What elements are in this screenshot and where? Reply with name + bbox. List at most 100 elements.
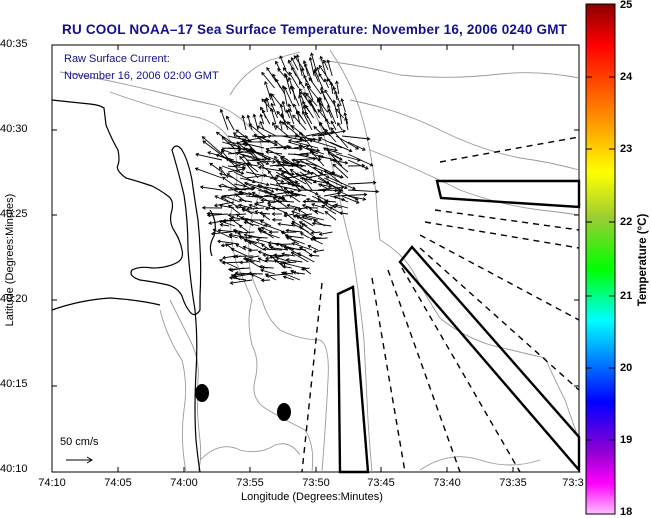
current-vector-head	[221, 176, 226, 181]
current-vector	[299, 131, 313, 149]
current-vector-head	[324, 211, 329, 215]
current-vector	[200, 186, 223, 191]
current-vector-head	[248, 203, 253, 208]
current-vector	[294, 207, 307, 210]
x-tick-label: 74:05	[104, 477, 132, 489]
current-vector	[243, 142, 265, 149]
current-vector-head	[235, 129, 240, 133]
current-vector-head	[327, 104, 331, 109]
current-vector	[305, 93, 318, 107]
current-vector-head	[268, 230, 273, 235]
current-vector-head	[337, 191, 342, 196]
current-vector-head	[305, 197, 310, 202]
current-vector-head	[281, 121, 286, 126]
current-vector-head	[255, 238, 260, 242]
current-vector-head	[272, 73, 276, 78]
current-vector	[268, 170, 289, 197]
current-vector	[220, 109, 229, 131]
current-vector-head	[261, 71, 265, 76]
current-vector-head	[280, 172, 285, 177]
current-vector	[275, 164, 295, 167]
current-vector-head	[244, 135, 249, 139]
current-vector	[243, 255, 260, 260]
current-vector-head	[299, 131, 303, 136]
current-vector-head	[199, 185, 204, 190]
current-vector	[284, 87, 294, 107]
current-vector	[247, 163, 259, 173]
current-vector-head	[260, 226, 265, 231]
radar-beams	[336, 179, 581, 474]
axis-ticks	[51, 44, 579, 473]
current-vector	[305, 131, 327, 137]
current-vector	[281, 253, 296, 257]
current-vector-head	[260, 278, 265, 283]
current-vector-head	[286, 190, 291, 195]
current-vector	[228, 204, 241, 215]
current-vector-head	[220, 243, 225, 248]
current-vector-head	[310, 171, 314, 176]
current-vector-head	[267, 170, 272, 175]
current-vector-head	[250, 219, 254, 223]
current-vector	[249, 204, 259, 209]
current-vector-head	[222, 194, 227, 199]
current-vector	[290, 86, 300, 107]
current-vector-head	[324, 128, 329, 133]
current-vector	[219, 220, 236, 227]
current-vector	[239, 156, 259, 179]
current-vector	[281, 156, 307, 173]
current-vector-head	[290, 251, 295, 256]
current-vector-head	[324, 89, 328, 94]
current-vector	[339, 212, 349, 215]
current-vector-head	[242, 245, 247, 250]
current-vector-head	[318, 183, 322, 188]
current-vector	[216, 131, 241, 149]
current-vector	[270, 103, 279, 119]
current-vector	[341, 135, 370, 140]
current-vector	[287, 121, 295, 131]
current-vector-head	[275, 174, 280, 179]
current-vector-head	[363, 192, 368, 197]
bathymetry-contours	[59, 49, 580, 473]
current-vector-head	[312, 249, 317, 254]
current-vector	[301, 223, 315, 233]
current-vector-head	[251, 150, 255, 155]
current-vector-head	[332, 86, 337, 91]
current-vector	[275, 61, 281, 71]
current-vector-head	[277, 222, 281, 227]
current-vector-head	[342, 129, 347, 134]
current-vector-head	[274, 139, 278, 144]
current-vector-head	[372, 180, 377, 185]
current-vector-head	[307, 85, 311, 90]
current-vector-head	[285, 246, 289, 250]
current-vector-head	[304, 213, 308, 218]
current-vector	[226, 116, 235, 131]
current-vector-head	[297, 94, 302, 99]
current-vector-head	[329, 81, 334, 86]
current-vector	[269, 162, 300, 167]
current-vector	[251, 149, 277, 161]
current-vector-head	[308, 207, 313, 211]
current-vector	[299, 88, 312, 107]
marker-east	[195, 384, 209, 402]
current-vector-head	[318, 232, 323, 236]
current-vector	[284, 272, 293, 275]
current-vector	[283, 211, 295, 221]
current-vector-head	[301, 110, 306, 115]
current-vector	[269, 93, 276, 107]
current-vector-head	[329, 206, 333, 211]
current-vector-head	[243, 233, 248, 238]
current-vector-head	[324, 169, 328, 174]
current-vector	[283, 275, 295, 281]
current-vector	[290, 169, 313, 185]
current-vector-head	[348, 148, 353, 153]
current-vector-head	[239, 155, 243, 160]
current-vector	[293, 215, 313, 221]
current-vector	[313, 249, 325, 253]
current-vector	[332, 87, 342, 107]
current-vector-head	[236, 141, 241, 146]
current-vector-head	[238, 198, 243, 203]
current-vector	[325, 118, 331, 131]
current-vector-head	[219, 259, 223, 263]
current-vector	[273, 197, 289, 209]
current-vector-head	[352, 186, 357, 191]
